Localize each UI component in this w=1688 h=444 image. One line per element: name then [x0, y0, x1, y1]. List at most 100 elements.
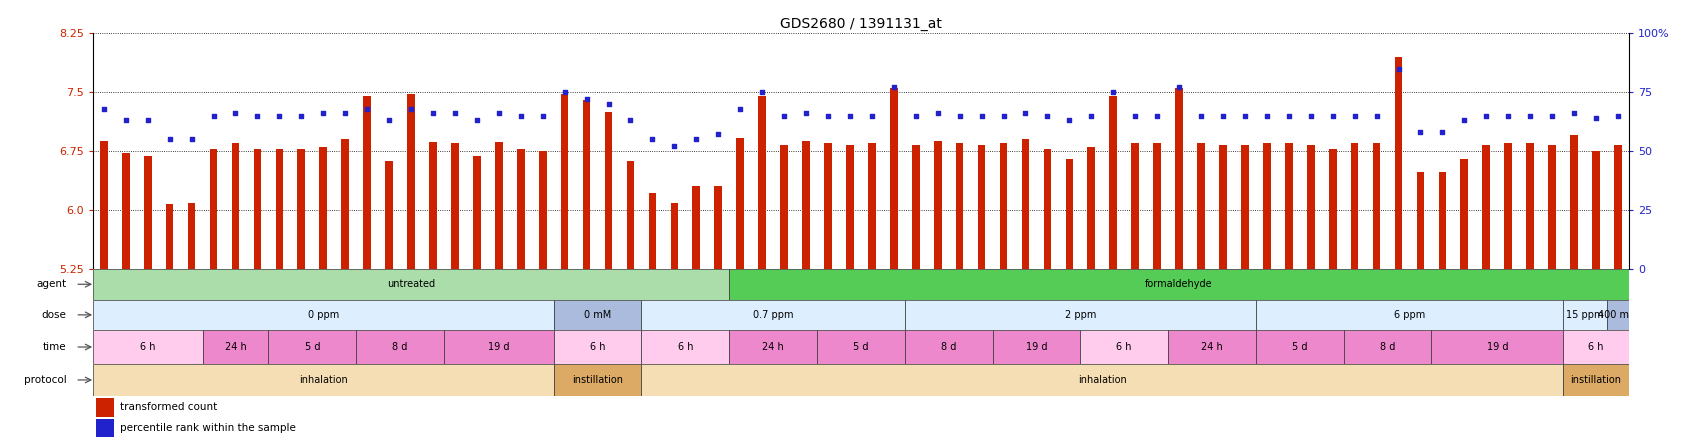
Text: 0.7 ppm: 0.7 ppm — [753, 310, 793, 320]
Bar — [1263, 143, 1271, 269]
Bar — [817, 330, 905, 364]
Bar — [670, 203, 679, 269]
Bar — [626, 161, 635, 269]
Bar — [1570, 135, 1578, 269]
Text: 6 ppm: 6 ppm — [1394, 310, 1425, 320]
Bar — [977, 146, 986, 269]
Point — [442, 110, 469, 117]
Bar — [1548, 146, 1556, 269]
Point — [726, 105, 753, 112]
Bar — [1175, 88, 1183, 269]
Bar — [1307, 146, 1315, 269]
Bar — [868, 143, 876, 269]
Point — [925, 110, 952, 117]
Text: 24 h: 24 h — [763, 342, 783, 352]
Text: 400 mM: 400 mM — [1599, 310, 1637, 320]
Point — [419, 110, 446, 117]
Point — [155, 135, 184, 143]
Bar — [209, 149, 218, 269]
Point — [354, 105, 381, 112]
Text: instillation: instillation — [572, 375, 623, 385]
Bar — [802, 141, 810, 269]
Point — [199, 112, 226, 119]
Point — [749, 88, 776, 95]
Text: inhalation: inhalation — [1079, 375, 1126, 385]
Bar — [1350, 143, 1359, 269]
Point — [770, 112, 798, 119]
Text: 8 d: 8 d — [1379, 342, 1396, 352]
Point — [682, 135, 709, 143]
Text: 19 d: 19 d — [488, 342, 510, 352]
Bar — [93, 269, 729, 300]
Point — [287, 112, 316, 119]
Bar — [356, 330, 444, 364]
Bar — [268, 330, 356, 364]
Point — [1428, 129, 1455, 136]
Bar — [1592, 151, 1600, 269]
Bar — [758, 96, 766, 269]
Text: 8 d: 8 d — [940, 342, 957, 352]
Point — [111, 117, 140, 124]
Point — [1516, 112, 1543, 119]
Text: 5 d: 5 d — [304, 342, 321, 352]
Bar — [1256, 300, 1563, 330]
Point — [814, 112, 841, 119]
Point — [179, 135, 206, 143]
Title: GDS2680 / 1391131_at: GDS2680 / 1391131_at — [780, 17, 942, 31]
Bar — [999, 143, 1008, 269]
Bar — [1344, 330, 1431, 364]
Bar — [846, 146, 854, 269]
Bar — [385, 161, 393, 269]
Text: protocol: protocol — [24, 375, 66, 385]
Bar — [1328, 149, 1337, 269]
Text: 6 h: 6 h — [140, 342, 155, 352]
Bar — [1153, 143, 1161, 269]
Point — [1143, 112, 1170, 119]
Bar — [1504, 143, 1512, 269]
Bar — [203, 330, 268, 364]
Bar — [297, 149, 306, 269]
Bar — [905, 300, 1256, 330]
Point — [311, 110, 338, 117]
Bar — [96, 398, 115, 417]
Point — [1296, 112, 1323, 119]
Bar — [319, 147, 327, 269]
Text: 19 d: 19 d — [1026, 342, 1047, 352]
Point — [881, 84, 908, 91]
Bar — [165, 204, 174, 269]
Bar — [1080, 330, 1168, 364]
Bar — [1021, 139, 1030, 269]
Text: transformed count: transformed count — [120, 403, 218, 412]
Point — [91, 105, 118, 112]
Bar — [231, 143, 240, 269]
Point — [1472, 112, 1499, 119]
Text: untreated: untreated — [387, 279, 436, 289]
Point — [618, 117, 645, 124]
Text: time: time — [42, 342, 66, 352]
Point — [1496, 112, 1523, 119]
Point — [223, 110, 250, 117]
Bar — [1563, 300, 1607, 330]
Bar — [1241, 146, 1249, 269]
Text: 5 d: 5 d — [1291, 342, 1308, 352]
Bar — [554, 364, 641, 396]
Point — [1209, 112, 1236, 119]
Point — [1604, 112, 1631, 119]
Point — [133, 117, 162, 124]
Bar — [736, 138, 744, 269]
Bar — [363, 96, 371, 269]
Text: instillation: instillation — [1570, 375, 1622, 385]
Bar — [275, 149, 284, 269]
Point — [640, 135, 667, 143]
Point — [1364, 112, 1391, 119]
Point — [1320, 112, 1347, 119]
Bar — [604, 112, 613, 269]
Bar — [1614, 146, 1622, 269]
Bar — [473, 156, 481, 269]
Point — [530, 112, 557, 119]
Point — [245, 112, 272, 119]
Text: percentile rank within the sample: percentile rank within the sample — [120, 423, 297, 433]
Point — [596, 100, 623, 107]
Point — [793, 110, 820, 117]
Point — [662, 143, 689, 150]
